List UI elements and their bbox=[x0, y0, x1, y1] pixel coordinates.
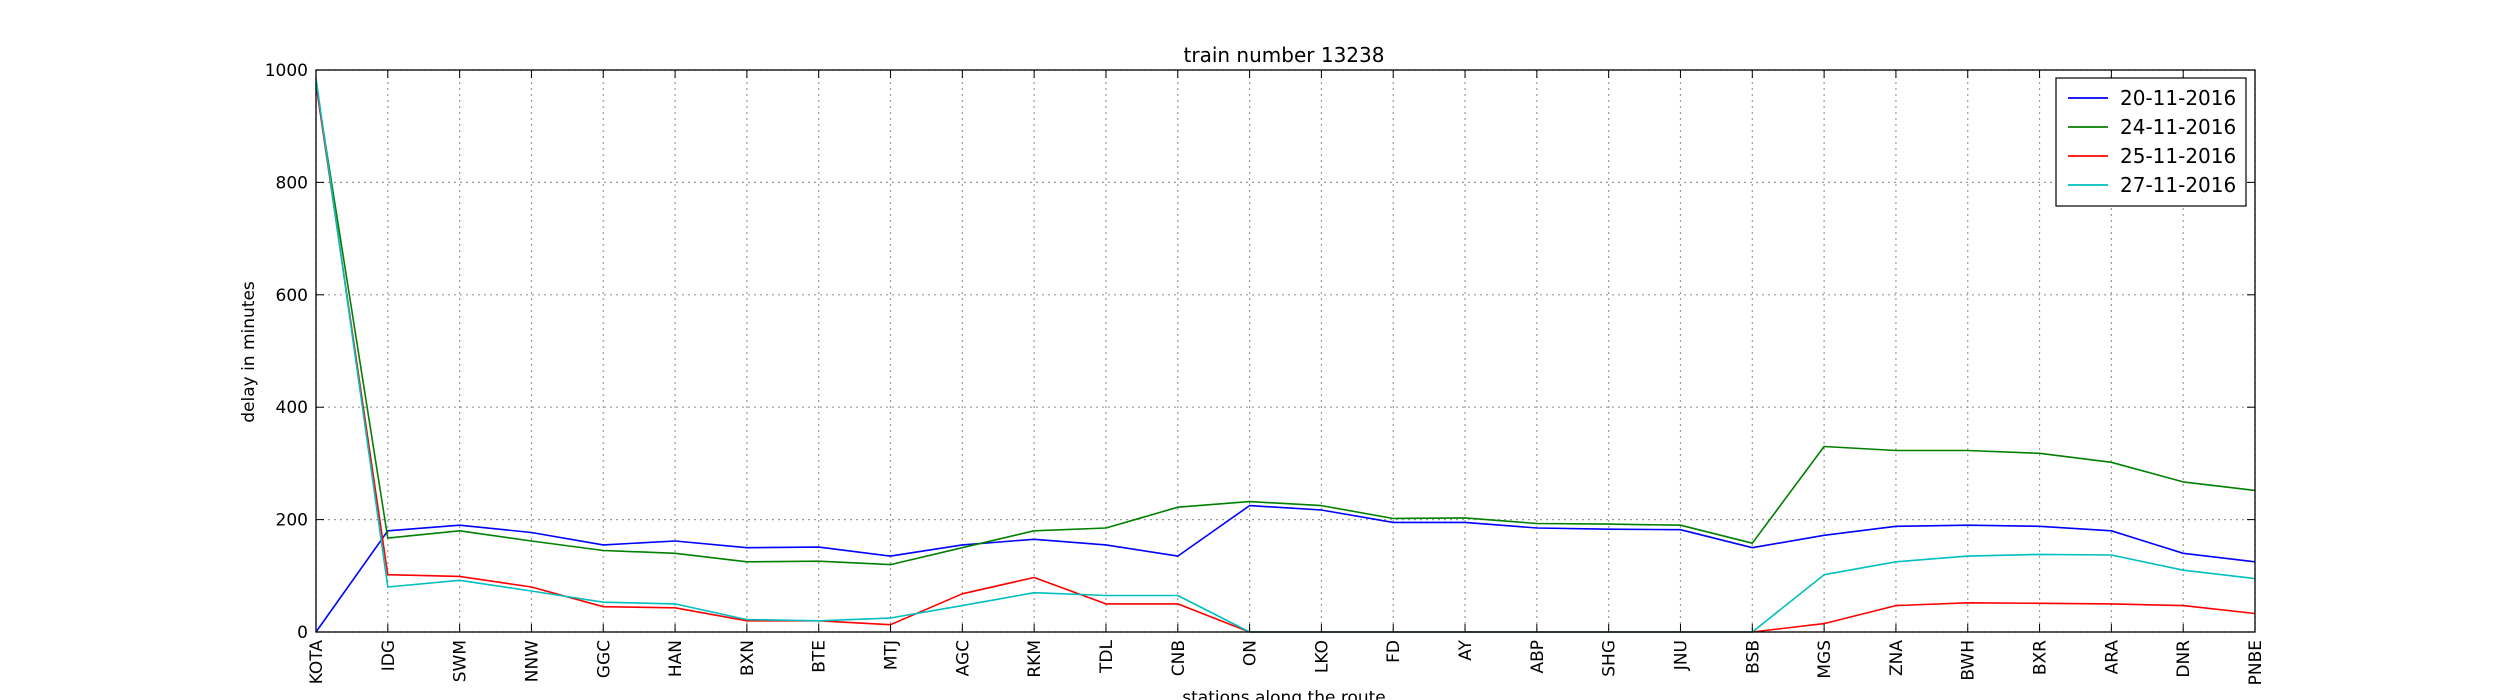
x-axis-label: stations along the route bbox=[1182, 688, 1386, 700]
legend-label: 25-11-2016 bbox=[2120, 144, 2236, 168]
legend-label: 20-11-2016 bbox=[2120, 86, 2236, 110]
x-tick-label: JNU bbox=[1671, 640, 1691, 671]
x-tick-label: PNBE bbox=[2246, 640, 2266, 685]
x-tick-label: KOTA bbox=[307, 640, 327, 685]
x-tick-label: ZNA bbox=[1887, 640, 1907, 676]
x-tick-label: SHG bbox=[1600, 640, 1620, 677]
x-tick-label: DNR bbox=[2174, 640, 2194, 678]
series-line bbox=[315, 504, 2256, 633]
x-tick-label: NNW bbox=[522, 640, 542, 682]
legend: 20-11-2016 24-11-2016 25-11-2016 27-11-2016 bbox=[2055, 77, 2247, 207]
y-tick-label: 400 bbox=[276, 398, 308, 418]
chart-title: train number 13238 bbox=[1184, 43, 1385, 67]
x-tick-label: LKO bbox=[1312, 640, 1332, 673]
x-tick-label: IDG bbox=[379, 640, 399, 671]
x-tick-label: BXN bbox=[738, 640, 758, 676]
y-tick-label: 600 bbox=[276, 286, 308, 306]
x-tick-label: ABP bbox=[1528, 640, 1548, 674]
x-tick-label: ON bbox=[1241, 640, 1261, 666]
legend-label: 24-11-2016 bbox=[2120, 115, 2236, 139]
y-tick-label: 200 bbox=[276, 511, 308, 531]
x-tick-label: BXR bbox=[2031, 640, 2051, 675]
x-tick-label: RKM bbox=[1025, 640, 1045, 678]
y-axis-label: delay in minutes bbox=[239, 281, 259, 423]
y-axis-ticks: 0 200 400 600 800 1000 bbox=[265, 61, 2255, 643]
x-tick-label: AY bbox=[1456, 639, 1476, 660]
x-tick-label: GGC bbox=[594, 640, 614, 678]
legend-label: 27-11-2016 bbox=[2120, 173, 2236, 197]
plot-frame bbox=[315, 69, 2256, 633]
x-tick-label: AGC bbox=[953, 640, 973, 676]
x-tick-label: TDL bbox=[1097, 639, 1117, 673]
x-tick-label: CNB bbox=[1169, 640, 1189, 676]
y-tick-label: 800 bbox=[276, 173, 308, 193]
x-tick-label: SWM bbox=[451, 640, 471, 682]
y-tick-label: 0 bbox=[297, 623, 308, 643]
x-tick-label: FD bbox=[1384, 640, 1404, 663]
x-tick-label: ARA bbox=[2102, 640, 2122, 675]
x-tick-label: BWH bbox=[1959, 640, 1979, 681]
x-tick-label: MTJ bbox=[882, 640, 902, 670]
series-line bbox=[315, 78, 2256, 633]
x-tick-label: MGS bbox=[1815, 640, 1835, 679]
legend-box bbox=[2055, 77, 2247, 207]
x-tick-label: BTE bbox=[810, 640, 830, 673]
x-axis-ticks: KOTA IDG SWM NNW GGC HAN BXN BTE MTJ AGC RKM TDL CNB… bbox=[307, 70, 2266, 685]
grid-lines bbox=[315, 69, 2256, 633]
series-line bbox=[315, 83, 2256, 633]
y-tick-label: 1000 bbox=[265, 61, 308, 81]
x-tick-label: HAN bbox=[666, 640, 686, 677]
x-tick-label: BSB bbox=[1743, 640, 1763, 674]
series-lines bbox=[315, 78, 2256, 633]
series-line bbox=[315, 83, 2256, 566]
